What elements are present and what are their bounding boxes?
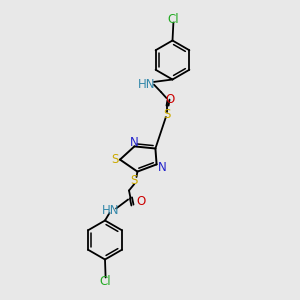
Text: Cl: Cl <box>168 13 179 26</box>
Text: HN: HN <box>102 203 120 217</box>
Text: S: S <box>164 108 171 121</box>
Text: O: O <box>137 195 146 208</box>
Text: S: S <box>130 174 137 187</box>
Text: HN: HN <box>138 78 156 91</box>
Text: S: S <box>111 153 118 166</box>
Text: Cl: Cl <box>100 275 111 288</box>
Text: N: N <box>129 136 138 149</box>
Text: O: O <box>166 93 175 106</box>
Text: N: N <box>158 161 167 174</box>
